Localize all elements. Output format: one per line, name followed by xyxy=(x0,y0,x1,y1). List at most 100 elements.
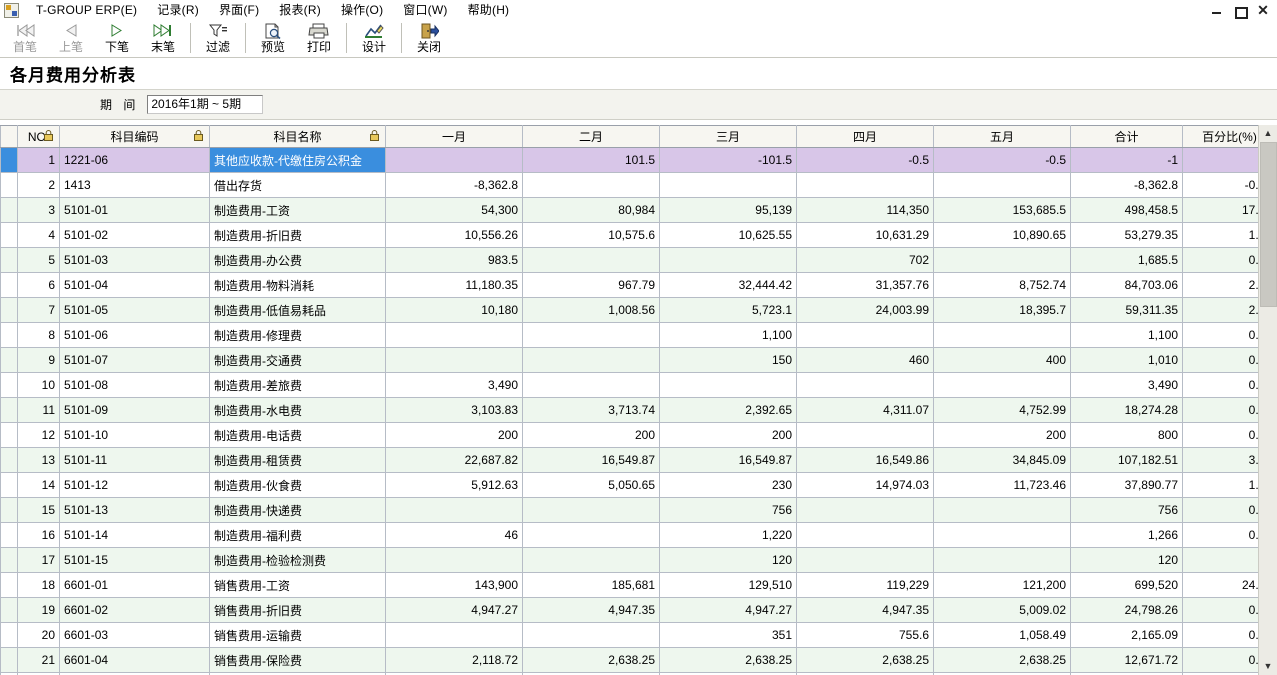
cell-m3[interactable]: 351 xyxy=(659,622,797,648)
row-selector-cell[interactable] xyxy=(0,172,18,198)
cell-m3[interactable] xyxy=(659,247,797,273)
cell-total[interactable]: 3,490 xyxy=(1070,372,1183,398)
cell-no[interactable]: 2 xyxy=(17,172,60,198)
cell-m3[interactable]: 95,139 xyxy=(659,197,797,223)
cell-m5[interactable] xyxy=(933,172,1071,198)
cell-m4[interactable]: 755.6 xyxy=(796,622,934,648)
cell-name[interactable]: 制造费用-修理费 xyxy=(209,322,386,348)
table-row[interactable]: 6 5101-04 制造费用-物料消耗 11,180.35 967.79 32,444.4… xyxy=(0,272,1258,298)
cell-no[interactable]: 17 xyxy=(17,547,60,573)
cell-m5[interactable]: 18,395.7 xyxy=(933,297,1071,323)
cell-total[interactable]: 59,311.35 xyxy=(1070,297,1183,323)
table-row[interactable]: 17 5101-15 制造费用-检验检测费 120 120 xyxy=(0,547,1258,573)
cell-m1[interactable] xyxy=(385,347,523,373)
cell-m2[interactable] xyxy=(522,547,660,573)
cell-m2[interactable] xyxy=(522,322,660,348)
cell-total[interactable]: 37,890.77 xyxy=(1070,472,1183,498)
row-selector-cell[interactable] xyxy=(0,272,18,298)
cell-m1[interactable] xyxy=(385,547,523,573)
header-subject-name[interactable]: 科目名称 xyxy=(209,125,386,148)
minimize-icon[interactable] xyxy=(1211,4,1223,17)
preview-button[interactable]: 预览 xyxy=(250,21,296,57)
cell-no[interactable]: 9 xyxy=(17,347,60,373)
cell-m1[interactable]: 10,180 xyxy=(385,297,523,323)
vertical-scrollbar[interactable]: ▲ ▼ xyxy=(1258,125,1277,675)
cell-pct[interactable]: 2.96 xyxy=(1182,272,1258,298)
menu-item-record[interactable]: 记录(R) xyxy=(157,3,199,17)
cell-total[interactable]: 1,685.5 xyxy=(1070,247,1183,273)
cell-m5[interactable]: 5,009.02 xyxy=(933,597,1071,623)
cell-m4[interactable]: 702 xyxy=(796,247,934,273)
table-row[interactable]: 4 5101-02 制造费用-折旧费 10,556.26 10,575.6 10,625.… xyxy=(0,222,1258,248)
header-subject-code[interactable]: 科目编码 xyxy=(59,125,210,148)
cell-m1[interactable]: 3,490 xyxy=(385,372,523,398)
period-input[interactable]: 2016年1期 ~ 5期 xyxy=(147,95,264,114)
row-selector-cell[interactable] xyxy=(0,197,18,223)
cell-m3[interactable]: 16,549.87 xyxy=(659,447,797,473)
scroll-up-icon[interactable]: ▲ xyxy=(1259,125,1277,142)
cell-no[interactable]: 15 xyxy=(17,497,60,523)
cell-m3[interactable]: 2,638.25 xyxy=(659,647,797,673)
cell-code[interactable]: 6601-02 xyxy=(59,597,210,623)
header-total[interactable]: 合计 xyxy=(1070,125,1183,148)
row-selector-cell[interactable] xyxy=(0,372,18,398)
scrollbar-thumb[interactable] xyxy=(1260,142,1277,307)
cell-m2[interactable]: 200 xyxy=(522,422,660,448)
cell-m5[interactable] xyxy=(933,522,1071,548)
cell-total[interactable]: 498,458.5 xyxy=(1070,197,1183,223)
cell-m4[interactable]: 460 xyxy=(796,347,934,373)
cell-m5[interactable]: 153,685.5 xyxy=(933,197,1071,223)
cell-m5[interactable]: 10,890.65 xyxy=(933,222,1071,248)
cell-m3[interactable]: 4,947.27 xyxy=(659,597,797,623)
table-row[interactable]: 1 1221-06 其他应收款-代缴住房公积金 101.5 -101.5 -0.5 -0.5… xyxy=(0,147,1258,173)
cell-name[interactable]: 销售费用-折旧费 xyxy=(209,597,386,623)
cell-m5[interactable]: 8,752.74 xyxy=(933,272,1071,298)
cell-pct[interactable]: 3.74 xyxy=(1182,447,1258,473)
cell-pct[interactable] xyxy=(1182,147,1258,173)
cell-code[interactable]: 5101-14 xyxy=(59,522,210,548)
cell-m5[interactable]: 11,723.46 xyxy=(933,472,1071,498)
cell-m5[interactable]: 200 xyxy=(933,422,1071,448)
cell-total[interactable]: 699,520 xyxy=(1070,572,1183,598)
menu-item-window[interactable]: 窗口(W) xyxy=(403,3,448,17)
cell-name[interactable]: 制造费用-办公费 xyxy=(209,247,386,273)
cell-m5[interactable] xyxy=(933,497,1071,523)
cell-m5[interactable] xyxy=(933,547,1071,573)
row-selector-cell[interactable] xyxy=(0,147,18,173)
cell-pct[interactable] xyxy=(1182,672,1258,675)
table-row[interactable]: 18 6601-01 销售费用-工资 143,900 185,681 129,510 119… xyxy=(0,572,1258,598)
row-selector-cell[interactable] xyxy=(0,447,18,473)
row-selector-cell[interactable] xyxy=(0,597,18,623)
cell-m2[interactable]: 1,008.56 xyxy=(522,297,660,323)
header-month-2[interactable]: 二月 xyxy=(522,125,660,148)
header-no[interactable]: NO. xyxy=(17,125,60,148)
cell-m3[interactable]: 1,220 xyxy=(659,522,797,548)
cell-m1[interactable] xyxy=(385,147,523,173)
cell-name[interactable]: 制造费用-福利费 xyxy=(209,522,386,548)
cell-no[interactable]: 18 xyxy=(17,572,60,598)
cell-m5[interactable]: 4,752.99 xyxy=(933,397,1071,423)
cell-name[interactable]: 销售费用-运输费 xyxy=(209,622,386,648)
cell-total[interactable]: 120 xyxy=(1070,547,1183,573)
menu-item-report[interactable]: 报表(R) xyxy=(279,3,321,17)
cell-m1[interactable]: 3,103.83 xyxy=(385,397,523,423)
cell-total[interactable]: 24,798.26 xyxy=(1070,597,1183,623)
table-row[interactable]: 13 5101-11 制造费用-租赁费 22,687.82 16,549.87 16,54… xyxy=(0,447,1258,473)
cell-code[interactable]: 1221-06 xyxy=(59,147,210,173)
cell-m2[interactable] xyxy=(522,347,660,373)
cell-m4[interactable]: 24,003.99 xyxy=(796,297,934,323)
cell-pct[interactable]: 0.05 xyxy=(1182,247,1258,273)
cell-name[interactable]: 制造费用-折旧费 xyxy=(209,222,386,248)
cell-code[interactable]: 5101-15 xyxy=(59,547,210,573)
cell-m2[interactable]: 5,050.65 xyxy=(522,472,660,498)
cell-m5[interactable]: -0.5 xyxy=(933,147,1071,173)
cell-m3[interactable]: 5,723.1 xyxy=(659,297,797,323)
maximize-icon[interactable] xyxy=(1234,4,1248,19)
cell-name[interactable]: 制造费用-差旅费 xyxy=(209,372,386,398)
cell-total[interactable]: -1 xyxy=(1070,147,1183,173)
cell-m2[interactable]: 4,947.35 xyxy=(522,597,660,623)
cell-m2[interactable]: 185,681 xyxy=(522,572,660,598)
